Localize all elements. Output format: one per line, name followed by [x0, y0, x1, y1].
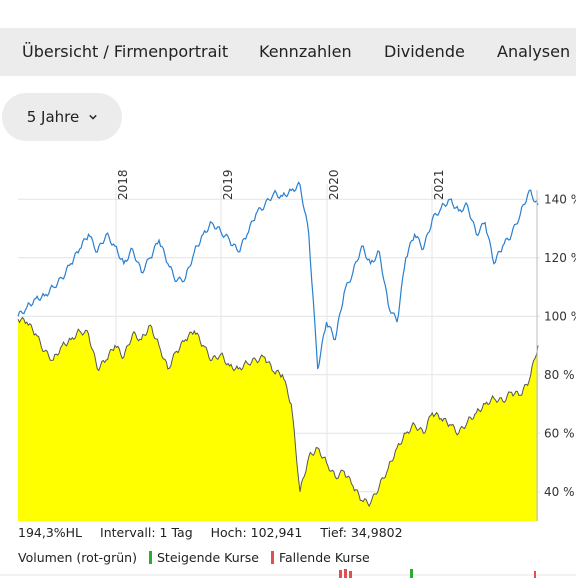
y-tick-label: 140 %	[544, 192, 576, 206]
volume-bar	[349, 571, 352, 578]
stat-low: Tief: 34,9802	[320, 525, 403, 540]
y-tick-label: 100 %	[544, 309, 576, 323]
tab-overview[interactable]: Übersicht / Firmenportrait	[22, 42, 229, 61]
tab-analyses[interactable]: Analysen	[497, 42, 571, 61]
stat-high: Hoch: 102,941	[210, 525, 303, 540]
tab-bar: Übersicht / Firmenportrait Kennzahlen Di…	[0, 28, 576, 76]
x-tick-label: 2018	[116, 169, 130, 200]
tab-dividend[interactable]: Dividende	[384, 42, 465, 61]
series-line	[17, 181, 539, 370]
series-line	[17, 316, 539, 508]
chart-stats: 194,3%HL Intervall: 1 Tag Hoch: 102,941 …	[18, 525, 417, 540]
y-tick-label: 40 %	[544, 485, 575, 499]
legend-falling: Fallende Kurse	[278, 550, 370, 565]
stat-interval: Intervall: 1 Tag	[100, 525, 193, 540]
price-chart[interactable]: 140 % 120 % 100 % 80 % 60 % 40 % 2018 2019 2020 2…	[0, 150, 576, 530]
volume-bar	[344, 569, 347, 578]
volume-bar	[410, 569, 413, 578]
chart-svg: 140 % 120 % 100 % 80 % 60 % 40 % 2018 2019 2020 2…	[17, 169, 576, 521]
period-label: 5 Jahre	[26, 108, 80, 126]
y-tick-label: 80 %	[544, 368, 575, 382]
x-tick-label: 2021	[432, 169, 446, 200]
volume-strip	[0, 569, 576, 578]
volume-bar	[534, 571, 536, 578]
x-tick-label: 2019	[221, 169, 235, 200]
area-fill	[18, 317, 538, 521]
x-tick-label: 2020	[327, 169, 341, 200]
falling-swatch	[270, 551, 274, 564]
chevron-down-icon	[89, 114, 97, 120]
y-tick-label: 120 %	[544, 251, 576, 265]
period-dropdown[interactable]: 5 Jahre	[2, 93, 122, 141]
legend-rising: Steigende Kurse	[156, 550, 259, 565]
volume-legend: Volumen (rot-grün) Steigende Kurse Falle…	[18, 550, 370, 565]
rising-swatch	[148, 551, 152, 564]
tab-key-figures[interactable]: Kennzahlen	[259, 42, 352, 61]
y-tick-label: 60 %	[544, 426, 575, 440]
legend-volume: Volumen (rot-grün)	[18, 550, 137, 565]
stat-value: 194,3%HL	[18, 525, 83, 540]
volume-bar	[339, 570, 342, 578]
